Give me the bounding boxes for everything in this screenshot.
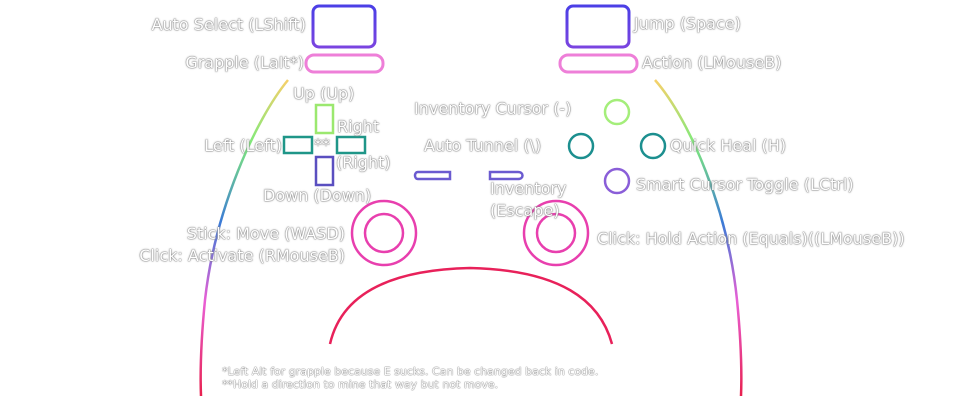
right-stick-outer[interactable] — [522, 199, 590, 267]
label-jump: Jump (Space) — [634, 14, 741, 33]
right-bumper-button[interactable] — [565, 4, 631, 49]
start-button[interactable] — [488, 170, 524, 181]
label-dpad-right-key: (Right) — [336, 153, 391, 172]
footnote-grapple: *Left Alt for grapple because E sucks. C… — [222, 365, 599, 378]
label-right-stick-click: Click: Hold Action (Equals)((LMouseB)) — [597, 229, 905, 248]
right-trigger-button[interactable] — [558, 53, 639, 74]
footnote-dpad: **Hold a direction to mine that way but … — [222, 378, 499, 391]
left-stick-inner — [363, 212, 405, 254]
label-dpad-right: Right — [337, 117, 380, 136]
controller-right-outline — [654, 79, 743, 397]
label-inventory: Inventory — [490, 179, 567, 198]
controller-bottom-arch — [328, 266, 614, 345]
label-auto-tunnel: Auto Tunnel (\) — [424, 136, 542, 155]
dpad-up-button[interactable] — [314, 103, 335, 135]
right-stick-inner — [535, 212, 577, 254]
controller-left-outline — [199, 79, 289, 397]
label-inventory-key: (Escape) — [490, 201, 560, 220]
select-button[interactable] — [413, 170, 452, 181]
label-dpad-up: Up (Up) — [293, 84, 355, 103]
left-stick-outer[interactable] — [350, 199, 418, 267]
label-inventory-cursor: Inventory Cursor (-) — [414, 99, 572, 118]
label-left-stick-click: Click: Activate (RMouseB) — [139, 246, 345, 265]
label-action: Action (LMouseB) — [642, 53, 782, 72]
face-button-top[interactable] — [603, 98, 631, 126]
label-dpad-down: Down (Down) — [263, 186, 372, 205]
face-button-right[interactable] — [639, 132, 667, 160]
dpad-left-button[interactable] — [282, 135, 314, 155]
label-auto-select: Auto Select (LShift) — [151, 15, 306, 34]
left-trigger-button[interactable] — [304, 53, 385, 74]
label-dpad-note-marker: ** — [314, 135, 330, 154]
label-grapple: Grapple (LaIt*) — [185, 53, 304, 72]
label-left-stick-move: Stick: Move (WASD) — [186, 224, 345, 243]
label-smart-cursor: Smart Cursor Toggle (LCtrl) — [636, 175, 854, 194]
face-button-left[interactable] — [567, 132, 595, 160]
face-button-bottom[interactable] — [603, 167, 631, 195]
dpad-down-button[interactable] — [314, 155, 335, 187]
label-quick-heal: Quick Heal (H) — [670, 136, 787, 155]
left-bumper-button[interactable] — [311, 4, 377, 49]
dpad-right-button[interactable] — [335, 135, 367, 155]
label-dpad-left: Left (Left) — [204, 136, 282, 155]
